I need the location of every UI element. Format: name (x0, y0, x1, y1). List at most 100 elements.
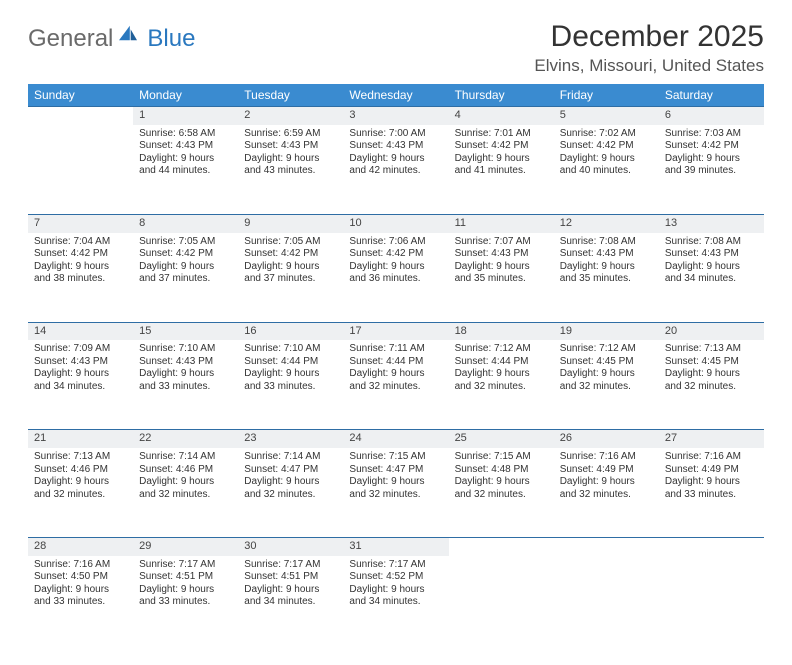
day-number: 16 (238, 322, 343, 340)
d1-text: Daylight: 9 hours (349, 584, 442, 597)
page-title: December 2025 (534, 20, 764, 54)
daynum-row: 123456 (28, 107, 764, 125)
day-cell: Sunrise: 7:14 AMSunset: 4:47 PMDaylight:… (238, 448, 343, 538)
sunrise-text: Sunrise: 7:14 AM (139, 451, 232, 464)
d1-text: Daylight: 9 hours (455, 368, 548, 381)
d2-text: and 42 minutes. (349, 165, 442, 178)
day-cell: Sunrise: 7:16 AMSunset: 4:50 PMDaylight:… (28, 556, 133, 645)
d1-text: Daylight: 9 hours (455, 476, 548, 489)
day-number: 29 (133, 538, 238, 556)
day-cell (28, 125, 133, 215)
d1-text: Daylight: 9 hours (139, 153, 232, 166)
d1-text: Daylight: 9 hours (34, 476, 127, 489)
day-cell: Sunrise: 7:06 AMSunset: 4:42 PMDaylight:… (343, 233, 448, 323)
day-number: 1 (133, 107, 238, 125)
d2-text: and 33 minutes. (244, 381, 337, 394)
sunset-text: Sunset: 4:42 PM (244, 248, 337, 261)
d2-text: and 34 minutes. (665, 273, 758, 286)
day-cell: Sunrise: 7:08 AMSunset: 4:43 PMDaylight:… (659, 233, 764, 323)
d2-text: and 37 minutes. (244, 273, 337, 286)
day-number: 21 (28, 430, 133, 448)
sunrise-text: Sunrise: 7:14 AM (244, 451, 337, 464)
sunrise-text: Sunrise: 7:04 AM (34, 236, 127, 249)
location-text: Elvins, Missouri, United States (534, 56, 764, 76)
sunset-text: Sunset: 4:42 PM (34, 248, 127, 261)
sunrise-text: Sunrise: 7:01 AM (455, 128, 548, 141)
sunrise-text: Sunrise: 7:05 AM (244, 236, 337, 249)
sunrise-text: Sunrise: 7:13 AM (665, 343, 758, 356)
day-number: 13 (659, 214, 764, 232)
calendar-table: Sunday Monday Tuesday Wednesday Thursday… (28, 84, 764, 645)
d1-text: Daylight: 9 hours (349, 368, 442, 381)
day-number: 25 (449, 430, 554, 448)
day-cell: Sunrise: 7:04 AMSunset: 4:42 PMDaylight:… (28, 233, 133, 323)
sunset-text: Sunset: 4:43 PM (349, 140, 442, 153)
calendar-page: General Blue December 2025 Elvins, Misso… (0, 0, 792, 665)
sunset-text: Sunset: 4:51 PM (139, 571, 232, 584)
day-number (554, 538, 659, 556)
logo-text-general: General (28, 25, 113, 53)
d2-text: and 34 minutes. (349, 596, 442, 609)
day-number: 18 (449, 322, 554, 340)
d1-text: Daylight: 9 hours (665, 476, 758, 489)
day-number: 14 (28, 322, 133, 340)
sunset-text: Sunset: 4:43 PM (244, 140, 337, 153)
day-cell: Sunrise: 7:17 AMSunset: 4:51 PMDaylight:… (238, 556, 343, 645)
day-cell: Sunrise: 7:05 AMSunset: 4:42 PMDaylight:… (133, 233, 238, 323)
sunrise-text: Sunrise: 7:08 AM (665, 236, 758, 249)
d2-text: and 40 minutes. (560, 165, 653, 178)
d2-text: and 32 minutes. (349, 489, 442, 502)
d1-text: Daylight: 9 hours (349, 153, 442, 166)
sunset-text: Sunset: 4:46 PM (139, 464, 232, 477)
day-cell: Sunrise: 7:05 AMSunset: 4:42 PMDaylight:… (238, 233, 343, 323)
day-number: 19 (554, 322, 659, 340)
d2-text: and 33 minutes. (139, 381, 232, 394)
day-cell: Sunrise: 6:58 AMSunset: 4:43 PMDaylight:… (133, 125, 238, 215)
d2-text: and 41 minutes. (455, 165, 548, 178)
sunset-text: Sunset: 4:47 PM (244, 464, 337, 477)
header: General Blue December 2025 Elvins, Misso… (28, 20, 764, 76)
d2-text: and 32 minutes. (34, 489, 127, 502)
d2-text: and 33 minutes. (34, 596, 127, 609)
weekday-header: Wednesday (343, 84, 448, 107)
d1-text: Daylight: 9 hours (665, 153, 758, 166)
sunset-text: Sunset: 4:42 PM (455, 140, 548, 153)
day-cell (449, 556, 554, 645)
weekday-header: Sunday (28, 84, 133, 107)
sunset-text: Sunset: 4:42 PM (665, 140, 758, 153)
d1-text: Daylight: 9 hours (34, 368, 127, 381)
sunrise-text: Sunrise: 7:16 AM (665, 451, 758, 464)
day-cell: Sunrise: 7:12 AMSunset: 4:44 PMDaylight:… (449, 340, 554, 430)
content-row: Sunrise: 7:13 AM Sunset: 4:46 PM Daylight:… (28, 448, 764, 538)
d1-text: Daylight: 9 hours (560, 368, 653, 381)
weekday-header: Monday (133, 84, 238, 107)
day-number: 30 (238, 538, 343, 556)
sunrise-text: Sunrise: 7:05 AM (139, 236, 232, 249)
sunset-text: Sunset: 4:42 PM (139, 248, 232, 261)
day-number: 2 (238, 107, 343, 125)
day-cell: Sunrise: 7:14 AMSunset: 4:46 PMDaylight:… (133, 448, 238, 538)
day-cell: Sunrise: 7:03 AMSunset: 4:42 PMDaylight:… (659, 125, 764, 215)
d1-text: Daylight: 9 hours (349, 261, 442, 274)
d1-text: Daylight: 9 hours (244, 476, 337, 489)
d2-text: and 35 minutes. (560, 273, 653, 286)
day-cell: Sunrise: 7:15 AMSunset: 4:48 PMDaylight:… (449, 448, 554, 538)
d1-text: Daylight: 9 hours (244, 584, 337, 597)
sunset-text: Sunset: 4:43 PM (560, 248, 653, 261)
day-cell: Sunrise: 7:08 AMSunset: 4:43 PMDaylight:… (554, 233, 659, 323)
sunrise-text: Sunrise: 7:10 AM (244, 343, 337, 356)
d2-text: and 32 minutes. (244, 489, 337, 502)
sunset-text: Sunset: 4:47 PM (349, 464, 442, 477)
d1-text: Daylight: 9 hours (244, 261, 337, 274)
d2-text: and 32 minutes. (455, 381, 548, 394)
day-number (659, 538, 764, 556)
d1-text: Daylight: 9 hours (34, 584, 127, 597)
day-cell: Sunrise: 7:10 AMSunset: 4:43 PMDaylight:… (133, 340, 238, 430)
d1-text: Daylight: 9 hours (139, 584, 232, 597)
day-cell: Sunrise: 7:11 AMSunset: 4:44 PMDaylight:… (343, 340, 448, 430)
sunrise-text: Sunrise: 7:13 AM (34, 451, 127, 464)
weekday-header: Tuesday (238, 84, 343, 107)
sunset-text: Sunset: 4:44 PM (349, 356, 442, 369)
daynum-row: 28293031 (28, 538, 764, 556)
sunrise-text: Sunrise: 7:07 AM (455, 236, 548, 249)
